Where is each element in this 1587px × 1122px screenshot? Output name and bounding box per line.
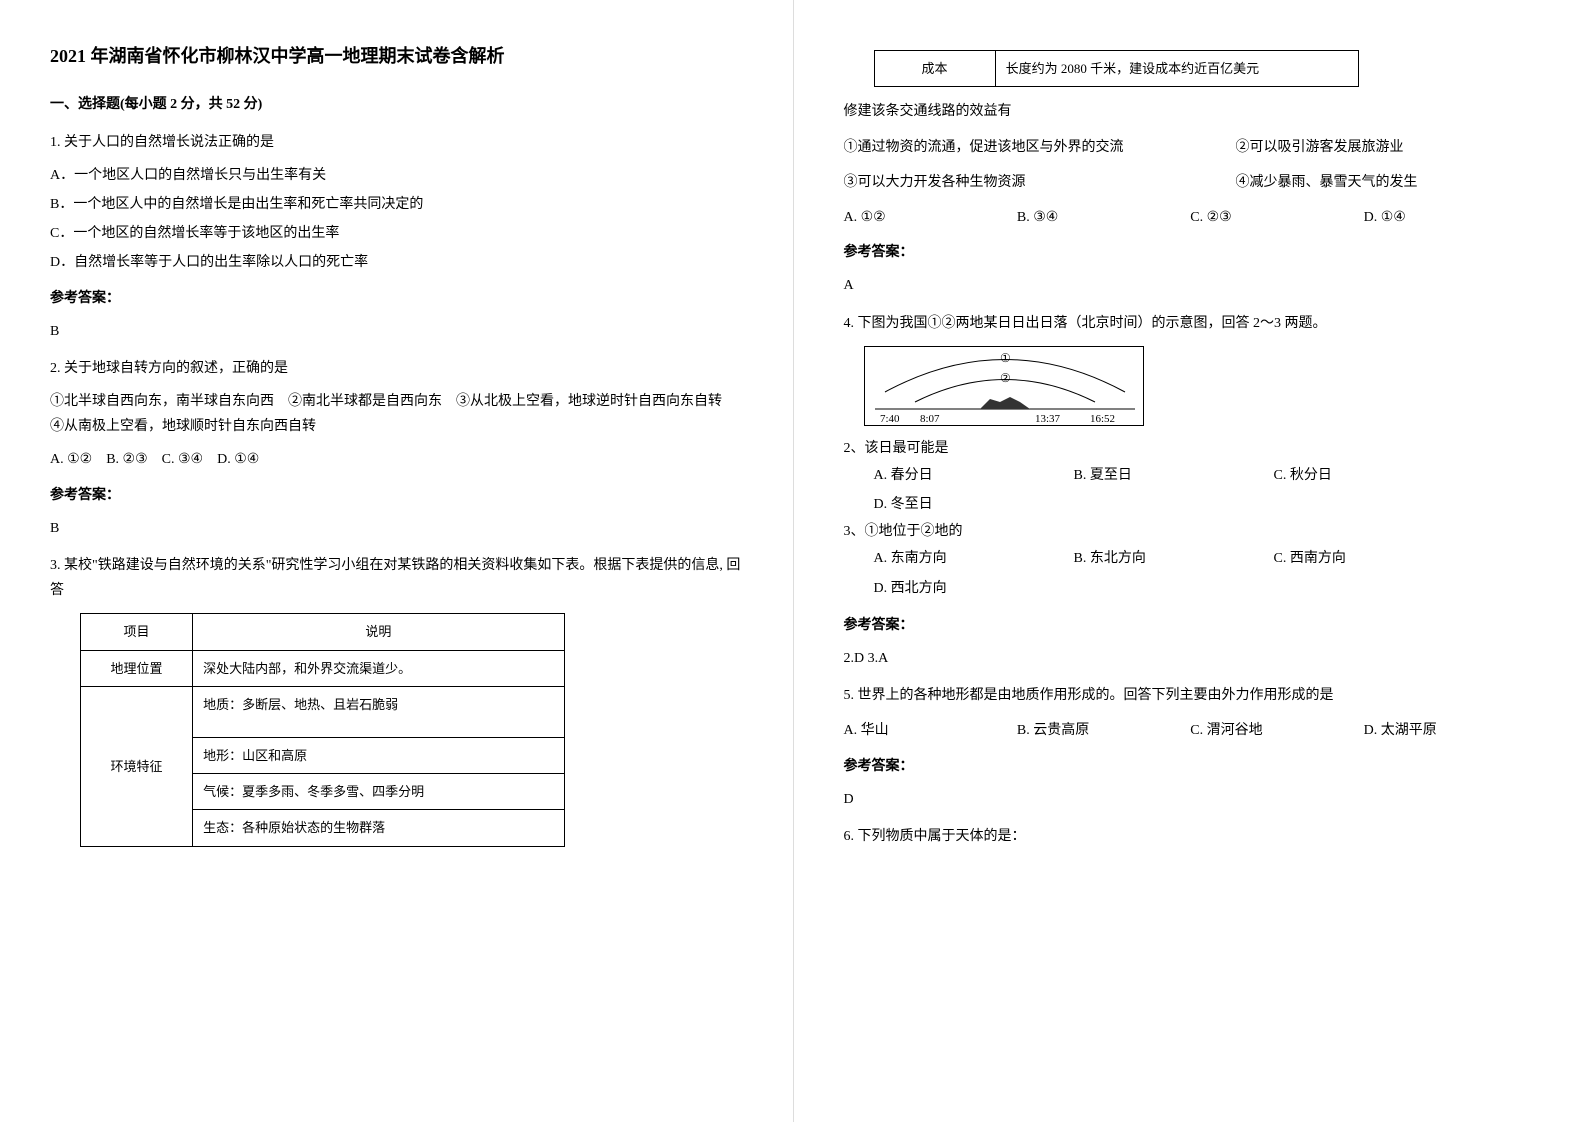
q5-option-b: B. 云贵高原 xyxy=(1017,718,1190,743)
q3-sub-stem: 修建该条交通线路的效益有 xyxy=(844,99,1538,124)
q3-opt3: ③可以大力开发各种生物资源 xyxy=(844,170,1236,195)
exam-title: 2021 年湖南省怀化市柳林汉中学高一地理期末试卷含解析 xyxy=(50,40,743,72)
q4-sub3-c: C. 西南方向 xyxy=(1274,546,1474,571)
table-row: 成本 长度约为 2080 千米，建设成本约近百亿美元 xyxy=(874,51,1358,87)
table-cell: 成本 xyxy=(874,51,995,87)
q1-answer-label: 参考答案： xyxy=(50,286,743,311)
q2-options: A. ①② B. ②③ C. ③④ D. ①④ xyxy=(50,447,743,472)
table-cell: 地理位置 xyxy=(81,650,193,686)
right-column: 成本 长度约为 2080 千米，建设成本约近百亿美元 修建该条交通线路的效益有 … xyxy=(794,0,1587,1122)
q3-answer-label: 参考答案： xyxy=(844,240,1538,265)
section-heading: 一、选择题(每小题 2 分，共 52 分) xyxy=(50,92,743,117)
q2-answer: B xyxy=(50,516,743,541)
q1-answer: B xyxy=(50,319,743,344)
q4-sub3-d: D. 西北方向 xyxy=(874,576,1074,601)
q4-sub2-stem: 2、该日最可能是 xyxy=(844,436,1538,461)
sunrise-sunset-diagram: ① ② 7:40 8:07 13:37 16:52 xyxy=(864,346,1144,426)
q3-option-a: A. ①② xyxy=(844,205,1017,230)
q4-answer-label: 参考答案： xyxy=(844,613,1538,638)
q3-option-c: C. ②③ xyxy=(1190,205,1363,230)
table-cell: 气候：夏季多雨、冬季多雪、四季分明 xyxy=(193,773,565,809)
question-3-sub: 修建该条交通线路的效益有 ①通过物资的流通，促进该地区与外界的交流 ②可以吸引游… xyxy=(844,99,1538,298)
q1-option-b: B．一个地区人中的自然增长是由出生率和死亡率共同决定的 xyxy=(50,192,743,217)
q3-stem: 3. 某校"铁路建设与自然环境的关系"研究性学习小组在对某铁路的相关资料收集如下… xyxy=(50,553,743,603)
q5-answer-label: 参考答案： xyxy=(844,754,1538,779)
table-row: 地理位置 深处大陆内部，和外界交流渠道少。 xyxy=(81,650,565,686)
q1-option-a: A．一个地区人口的自然增长只与出生率有关 xyxy=(50,163,743,188)
q3-option-d: D. ①④ xyxy=(1364,205,1537,230)
time-1: 7:40 xyxy=(880,413,900,425)
q3-table: 项目 说明 地理位置 深处大陆内部，和外界交流渠道少。 环境特征 地质：多断层、… xyxy=(80,613,565,846)
q5-stem: 5. 世界上的各种地形都是由地质作用形成的。回答下列主要由外力作用形成的是 xyxy=(844,683,1538,708)
table-cell: 地形：山区和高原 xyxy=(193,737,565,773)
table-cell: 深处大陆内部，和外界交流渠道少。 xyxy=(193,650,565,686)
q5-option-d: D. 太湖平原 xyxy=(1364,718,1537,743)
q5-option-c: C. 渭河谷地 xyxy=(1190,718,1363,743)
q4-sub2-d: D. 冬至日 xyxy=(874,492,1074,517)
table-cell: 地质：多断层、地热、且岩石脆弱 xyxy=(193,687,565,737)
q4-sub3-a: A. 东南方向 xyxy=(874,546,1074,571)
diagram-label-2: ② xyxy=(1000,371,1011,385)
q4-sub3-stem: 3、①地位于②地的 xyxy=(844,519,1538,544)
q5-option-a: A. 华山 xyxy=(844,718,1017,743)
table-cell: 生态：各种原始状态的生物群落 xyxy=(193,810,565,846)
q3-table-continued: 成本 长度约为 2080 千米，建设成本约近百亿美元 xyxy=(874,50,1359,87)
q4-sub2-a: A. 春分日 xyxy=(874,463,1074,488)
table-header-2: 说明 xyxy=(193,614,565,650)
time-4: 16:52 xyxy=(1090,413,1115,425)
question-4: 4. 下图为我国①②两地某日日出日落（北京时间）的示意图，回答 2～3 两题。 … xyxy=(844,311,1538,672)
q3-option-b: B. ③④ xyxy=(1017,205,1190,230)
q4-answer: 2.D 3.A xyxy=(844,646,1538,671)
q6-stem: 6. 下列物质中属于天体的是： xyxy=(844,824,1538,849)
q4-stem: 4. 下图为我国①②两地某日日出日落（北京时间）的示意图，回答 2～3 两题。 xyxy=(844,311,1538,336)
table-header-1: 项目 xyxy=(81,614,193,650)
q1-stem: 1. 关于人口的自然增长说法正确的是 xyxy=(50,130,743,155)
left-column: 2021 年湖南省怀化市柳林汉中学高一地理期末试卷含解析 一、选择题(每小题 2… xyxy=(0,0,794,1122)
q3-answer: A xyxy=(844,273,1538,298)
diagram-svg: ① ② 7:40 8:07 13:37 16:52 xyxy=(865,347,1145,427)
q3-opt2: ②可以吸引游客发展旅游业 xyxy=(1235,135,1537,160)
question-2: 2. 关于地球自转方向的叙述，正确的是 ①北半球自西向东，南半球自东向西 ②南北… xyxy=(50,356,743,541)
question-3: 3. 某校"铁路建设与自然环境的关系"研究性学习小组在对某铁路的相关资料收集如下… xyxy=(50,553,743,847)
question-6: 6. 下列物质中属于天体的是： xyxy=(844,824,1538,849)
table-cell: 环境特征 xyxy=(81,687,193,847)
q3-opt4: ④减少暴雨、暴雪天气的发生 xyxy=(1235,170,1537,195)
q2-detail: ①北半球自西向东，南半球自东向西 ②南北半球都是自西向东 ③从北极上空看，地球逆… xyxy=(50,389,743,439)
question-1: 1. 关于人口的自然增长说法正确的是 A．一个地区人口的自然增长只与出生率有关 … xyxy=(50,130,743,344)
q4-sub3-b: B. 东北方向 xyxy=(1074,546,1274,571)
q5-answer: D xyxy=(844,787,1538,812)
q4-sub2-b: B. 夏至日 xyxy=(1074,463,1274,488)
q1-option-c: C．一个地区的自然增长率等于该地区的出生率 xyxy=(50,221,743,246)
table-row: 环境特征 地质：多断层、地热、且岩石脆弱 xyxy=(81,687,565,737)
table-cell: 长度约为 2080 千米，建设成本约近百亿美元 xyxy=(995,51,1358,87)
diagram-label-1: ① xyxy=(1000,351,1011,365)
mountain-icon xyxy=(980,397,1030,409)
time-3: 13:37 xyxy=(1035,413,1061,425)
q4-sub2-c: C. 秋分日 xyxy=(1274,463,1474,488)
time-2: 8:07 xyxy=(920,413,940,425)
q1-option-d: D．自然增长率等于人口的出生率除以人口的死亡率 xyxy=(50,250,743,275)
q3-opt1: ①通过物资的流通，促进该地区与外界的交流 xyxy=(844,135,1236,160)
q2-stem: 2. 关于地球自转方向的叙述，正确的是 xyxy=(50,356,743,381)
q2-answer-label: 参考答案： xyxy=(50,483,743,508)
question-5: 5. 世界上的各种地形都是由地质作用形成的。回答下列主要由外力作用形成的是 A.… xyxy=(844,683,1538,812)
table-header-row: 项目 说明 xyxy=(81,614,565,650)
